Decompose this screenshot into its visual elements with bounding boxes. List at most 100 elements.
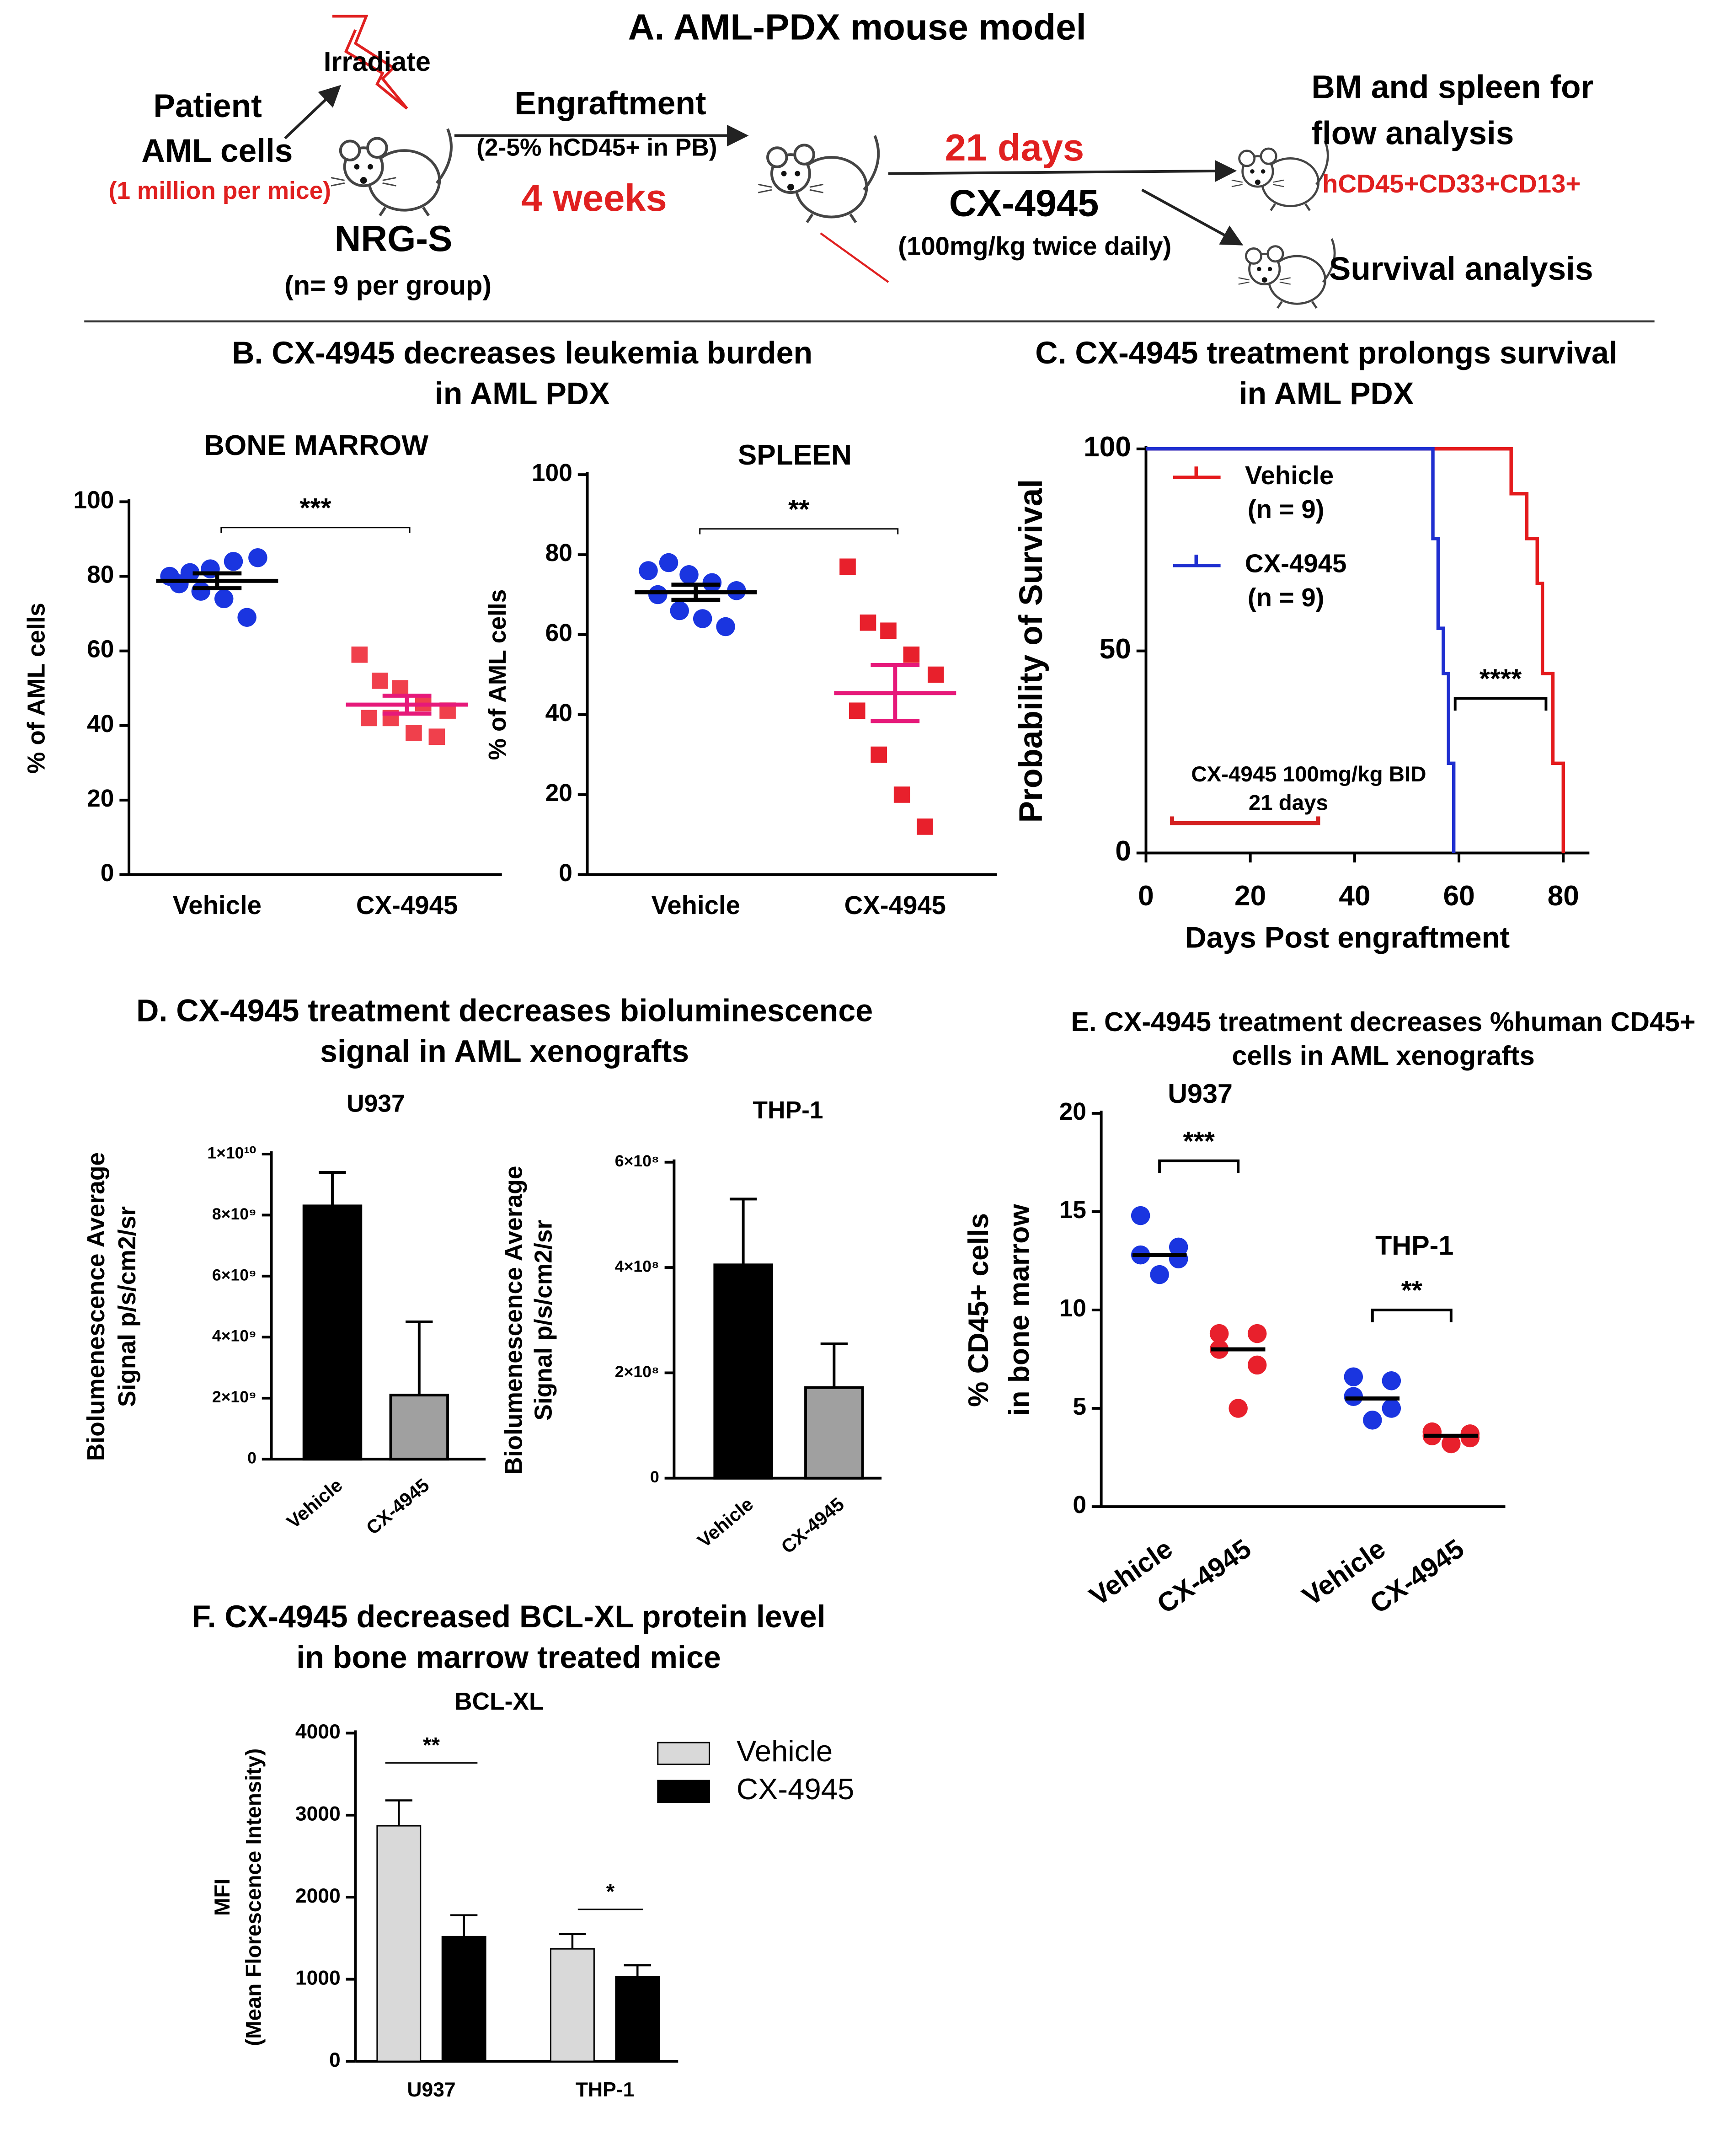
point	[1247, 1324, 1267, 1343]
y-axis-label: (Mean Florescence Intensity)	[241, 1748, 266, 2046]
panel-title: signal in AML xenografts	[320, 1034, 689, 1069]
y-tick-label: 5	[1073, 1393, 1086, 1420]
point	[639, 561, 658, 580]
y-tick-label: 80	[87, 561, 114, 588]
label: hCD45+CD33+CD13+	[1322, 169, 1581, 198]
point	[361, 710, 377, 727]
error-bar	[559, 1933, 586, 1949]
y-tick-label: 0	[247, 1449, 256, 1467]
legend-swatch	[1173, 555, 1221, 567]
y-tick-label: 0	[1073, 1492, 1086, 1518]
x-tick-label: 60	[1443, 880, 1474, 912]
y-axis-label: % CD45+ cells	[963, 1213, 994, 1407]
y-axis-label: Probability of Survival	[1013, 479, 1049, 823]
bar	[441, 1935, 486, 2062]
label: Engraftment	[514, 86, 706, 122]
point	[1209, 1324, 1229, 1343]
label: CX-4945	[949, 182, 1099, 225]
panel-a: A. AML-PDX mouse model Irradiate Patient…	[109, 6, 1593, 308]
bar	[713, 1263, 773, 1480]
point	[871, 746, 887, 763]
label: Survival analysis	[1329, 251, 1593, 287]
point	[648, 585, 668, 604]
y-axis-label: Biolumenescence Average	[500, 1166, 527, 1475]
panel-title: C. CX-4945 treatment prolongs survival	[1035, 336, 1618, 370]
y-tick-label: 60	[87, 636, 114, 663]
panel-title: in AML PDX	[1239, 376, 1414, 411]
error-bar	[729, 1198, 757, 1265]
lightning-icon	[332, 15, 408, 110]
legend-label: (n = 9)	[1248, 583, 1325, 612]
panel-title: E. CX-4945 treatment decreases %human CD…	[1071, 1006, 1695, 1037]
significance-bracket	[220, 527, 411, 533]
injection-line	[820, 232, 889, 283]
y-tick-label: 100	[73, 487, 114, 513]
x-tick-label: CX-4945	[362, 1474, 433, 1539]
significance-bracket	[1453, 697, 1548, 711]
label: Irradiate	[324, 46, 431, 77]
point	[716, 617, 735, 636]
arrow	[888, 160, 1237, 182]
y-tick-label: 0	[101, 860, 114, 887]
y-tick-label: 20	[87, 785, 114, 812]
y-axis-label: in bone marrow	[1004, 1204, 1035, 1416]
x-tick-label: 20	[1234, 880, 1266, 912]
point	[670, 601, 689, 620]
x-tick-label: Vehicle	[652, 891, 740, 920]
y-tick-label: 4000	[295, 1721, 341, 1743]
point	[659, 553, 678, 572]
y-tick-label: 20	[1059, 1098, 1086, 1125]
panel-title: A. AML-PDX mouse model	[628, 6, 1086, 47]
point	[372, 673, 388, 689]
point	[917, 818, 933, 835]
bar	[804, 1386, 864, 1480]
y-tick-label: 100	[1084, 431, 1131, 463]
bar	[615, 1976, 660, 2062]
point	[1169, 1249, 1188, 1268]
point	[1344, 1367, 1363, 1386]
label: (n= 9 per group)	[284, 270, 491, 300]
point	[351, 646, 368, 663]
panel-title: cells in AML xenografts	[1232, 1040, 1534, 1071]
y-axis-label: Signal p/s/cm2/sr	[114, 1206, 141, 1407]
y-tick-label: 1×10¹⁰	[207, 1144, 256, 1162]
survival-line	[1146, 447, 1565, 853]
treatment-bar	[1170, 816, 1320, 825]
point	[1131, 1206, 1150, 1225]
significance-label: ***	[1183, 1126, 1215, 1156]
chart-title: SPLEEN	[738, 439, 852, 471]
label: 4 weeks	[521, 176, 667, 219]
legend-label: CX-4945	[1245, 549, 1346, 578]
y-axis-label: % of AML cells	[484, 589, 511, 760]
survival-line	[1146, 447, 1456, 853]
significance-bracket	[1158, 1159, 1240, 1173]
y-tick-label: 10	[1059, 1295, 1086, 1322]
bar	[376, 1825, 422, 2062]
significance-label: *	[606, 1880, 615, 1904]
label: flow analysis	[1311, 115, 1514, 151]
x-tick-label: 0	[1138, 880, 1154, 912]
arrow	[1141, 188, 1244, 246]
point	[237, 608, 256, 627]
significance-label: ****	[1480, 663, 1522, 694]
x-tick-label: 80	[1548, 880, 1579, 912]
legend-swatch	[1173, 466, 1221, 479]
panel-title: D. CX-4945 treatment decreases biolumine…	[136, 994, 873, 1028]
error-bar	[382, 694, 432, 716]
bar	[302, 1204, 363, 1461]
y-tick-label: 40	[545, 700, 572, 727]
point	[679, 565, 699, 584]
significance-label: **	[788, 494, 810, 524]
point	[224, 552, 243, 571]
x-axis-label: Days Post engraftment	[1185, 921, 1510, 954]
error-bar	[319, 1171, 346, 1206]
legend-label: (n = 9)	[1248, 495, 1325, 524]
y-tick-label: 0	[559, 860, 572, 887]
x-tick-label: Vehicle	[173, 891, 262, 920]
point	[1363, 1411, 1382, 1430]
y-axis-label: Biolumenescence Average	[83, 1152, 110, 1461]
annotation: 21 days	[1249, 791, 1328, 815]
x-tick-label: U937	[407, 2079, 455, 2101]
